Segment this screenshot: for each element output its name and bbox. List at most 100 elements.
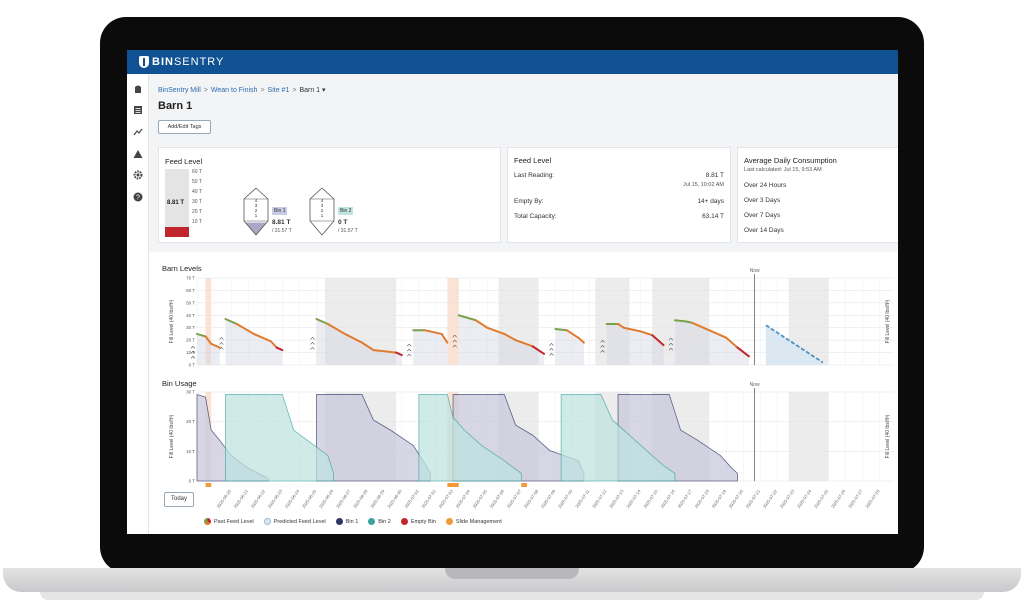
bin-2-tag[interactable]: Bin 2 [338,207,354,215]
past-feed-level-line [230,320,238,325]
fill-event-chevron [668,337,674,341]
fill-event-chevron [219,341,224,345]
gear-icon[interactable] [133,170,143,180]
x-tick-label: 2025-07-24 [796,488,813,509]
breadcrumb-item[interactable]: BinSentry Mill [158,87,201,94]
legend-item[interactable]: Predicted Feed Level [263,518,326,525]
legend-item[interactable]: Past Feed Level [204,518,254,525]
predicted-area [765,325,823,365]
y-axis-label: Fill Level (40 lbs/ft³) [169,414,175,458]
past-feed-level-line [617,322,625,329]
bin-2-value: 0 T [338,219,348,226]
consumption-subtitle: Last calculated: Jul 15, 9:53 AM [744,167,822,173]
x-tick-label: 2025-06-29 [369,488,386,509]
now-label: Now [750,268,760,274]
fill-event-chevron [549,347,554,351]
past-feed-level-line [673,319,688,323]
legend-item[interactable]: Bin 2 [368,518,391,525]
legend-item[interactable]: Bin 1 [335,518,358,525]
legend-item[interactable]: Slide Management [445,518,502,525]
slide-management-marker [521,483,528,487]
legend-swatch [204,518,211,525]
y-tick-label: 10 T [186,350,195,355]
gauge-value: 8.81 T [167,200,185,206]
alert-icon[interactable] [133,149,143,159]
x-tick-label: 2025-07-21 [745,488,762,509]
brand-logo[interactable]: BINSENTRY [152,56,225,68]
x-tick-label: 2025-07-08 [523,488,540,509]
top-bar: BINSENTRY [127,50,898,74]
legend-swatch [445,518,453,525]
barn-level-area [413,330,448,365]
list-icon[interactable] [133,105,143,115]
bin-2-capacity: / 31.57 T [338,228,358,234]
breadcrumb-item[interactable]: Site #1 [267,87,290,94]
past-feed-level-line [486,326,506,335]
x-tick-label: 2025-07-23 [779,488,796,509]
past-feed-level-line [252,332,272,343]
silo-ring-label: 3 [255,203,258,208]
past-feed-level-line [554,327,568,332]
breadcrumb-current[interactable]: Barn 1 ▾ [299,87,326,94]
silo-ring-label: 1 [321,213,324,218]
bin-2-area [560,394,676,482]
past-feed-level-line [466,316,477,322]
silo-ring-label: 2 [255,208,258,213]
x-tick-label: 2025-06-26 [318,488,335,509]
x-tick-label: 2025-07-01 [403,488,420,509]
charts-svg[interactable]: 70 T 60 T 50 T 40 T 30 T 20 T 10 T 0 T Now Fill L… [149,252,898,534]
laptop-notch [445,568,579,579]
bin-2-silo-icon[interactable]: 4 3 2 1 [309,187,335,237]
bin-usage-title: Bin Usage [162,379,197,388]
past-feed-level-line [503,332,517,342]
help-icon[interactable]: ? [133,192,143,202]
y-tick-label: 30 T [186,325,195,330]
card-title: Feed Level [165,157,203,166]
x-tick-label: 2025-07-06 [489,488,506,509]
fill-event-chevron [310,341,315,345]
consumption-row: Over 24 Hours [744,182,787,189]
gauge-tick: 30 T [192,199,202,205]
silo-icon[interactable] [133,84,143,94]
past-feed-level-line [708,329,728,339]
bin-1-silo-icon[interactable]: 4 3 2 1 [243,187,269,237]
past-feed-level-line [736,346,750,358]
barn-level-area [458,315,545,365]
legend-item[interactable]: Empty Bin [400,518,436,525]
past-feed-level-line [315,318,324,323]
fill-event-chevron [549,342,554,346]
fill-event-chevron [407,343,412,347]
past-feed-level-line [361,341,375,352]
now-label: Now [750,382,760,388]
chart-legend: Past Feed Level Predicted Feed Level Bin… [204,518,502,525]
past-feed-level-line [565,329,580,339]
fill-event-chevron [190,355,196,359]
silo-ring-label: 4 [255,198,258,203]
legend-swatch [263,518,271,525]
x-tick-label: 2025-07-09 [540,488,557,509]
fill-event-chevron [600,349,605,353]
x-tick-label: 2025-07-22 [762,488,779,509]
slide-band [205,278,212,365]
x-tick-label: 2025-07-26 [830,488,847,509]
fill-event-chevron [600,339,605,343]
barn-gauge [165,169,189,237]
last-reading-time: Jul 15, 10:02 AM [683,182,724,188]
y-tick-label: 20 T [186,419,195,424]
fill-event-chevron [452,334,457,338]
bin-1-tag[interactable]: Bin 1 [272,207,288,215]
x-tick-label: 2025-06-28 [352,488,369,509]
add-edit-tags-button[interactable]: Add/Edit Tags [158,120,211,134]
card-title: Feed Level [514,156,552,165]
shaded-band [788,392,829,481]
breadcrumb-item[interactable]: Wean to Finish [210,87,258,94]
today-button[interactable]: Today [164,492,194,507]
past-feed-level-line [651,334,665,347]
side-nav: ? [127,74,149,534]
x-tick-label: 2025-07-07 [506,488,523,509]
past-feed-level-line [514,339,534,348]
x-tick-label: 2025-07-17 [676,488,693,509]
barn-level-area [674,320,749,365]
trend-icon[interactable] [133,127,143,137]
barn-level-area [606,323,664,365]
